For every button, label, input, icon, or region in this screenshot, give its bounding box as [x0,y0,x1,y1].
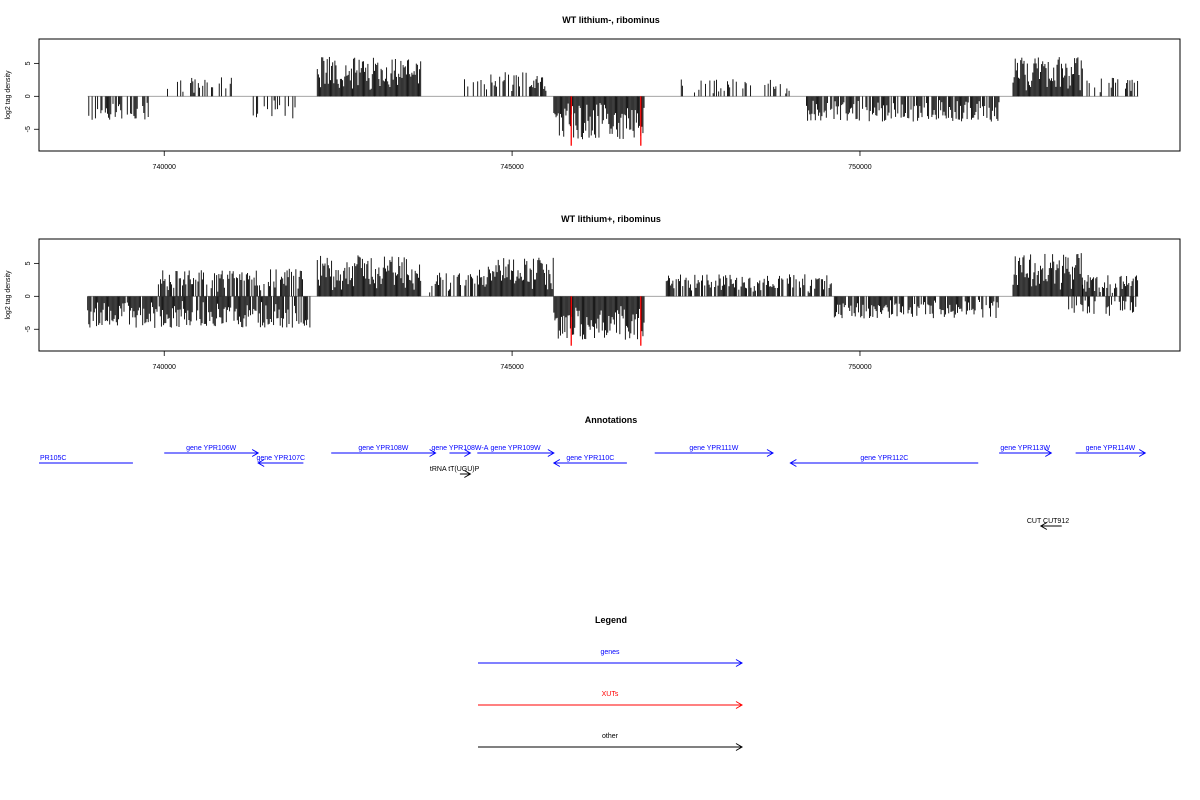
annotation-arrowhead [552,459,561,467]
track-1-y-axis-label: log2 tag density [5,70,12,120]
legend-items: genes XUTs other [478,649,743,751]
track-1-axes: 740000 745000 750000 -5 0 5 [25,61,872,171]
legend-title: Legend [595,615,627,625]
x-tick-label: 740000 [153,364,176,371]
annotation-arrowhead [464,449,472,457]
annotation-label: CUT CUT912 [1027,518,1069,525]
x-tick-label: 740000 [153,164,176,171]
x-tick-label: 745000 [500,164,523,171]
annotation-label: gene YPR108W-A [431,445,488,452]
legend-panel: Legend genes XUTs other [478,615,743,751]
y-tick-label: -5 [25,326,32,332]
track-2-plot-frame [38,238,1181,352]
track-1-bars [87,56,1139,146]
annotation-arrowhead [464,470,472,478]
legend-arrowhead [735,659,743,667]
annotation-label: gene YPR113W [1000,445,1050,452]
annotations-panel: Annotations PR105C gene YPR106W gene YPR10… [39,415,1147,530]
annotation-label: gene YPR107C [257,455,306,462]
track-panel-1: WT lithium-, ribominus log2 tag density … [5,15,1181,171]
annotation-arrowhead [1039,522,1048,530]
annotation-label: gene YPR106W [186,445,236,452]
y-tick-label: 0 [25,94,32,98]
track-1-plot-frame [38,38,1181,152]
x-tick-label: 745000 [500,364,523,371]
track-1-title: WT lithium-, ribominus [562,15,660,25]
track-2-title: WT lithium+, ribominus [561,214,661,224]
track-2-y-axis-label: log2 tag density [5,270,12,320]
annotation-label: gene YPR109W [491,445,541,452]
x-tick-label: 750000 [848,364,871,371]
legend-arrowhead [735,743,743,751]
annotation-arrowhead [257,459,265,467]
y-tick-label: 5 [25,61,32,65]
annotation-label: gene YPR110C [566,455,614,462]
annotation-label: gene YPR114W [1086,445,1136,452]
annotation-label: gene YPR112C [860,455,908,462]
annotation-label: tRNA tT(UGU)P [430,466,480,473]
annotation-arrowhead [251,449,260,457]
annotation-label: PR105C [40,455,66,462]
legend-label: XUTs [602,691,619,698]
y-tick-label: -5 [25,126,32,132]
annotation-arrowhead [429,449,437,457]
annotation-arrowhead [547,449,555,457]
annotation-arrowhead [1045,449,1053,457]
track-panel-2: WT lithium+, ribominus log2 tag density … [5,214,1181,371]
annotation-arrowhead [789,459,797,467]
track-2-bars [87,253,1139,346]
x-tick-label: 750000 [848,164,871,171]
annotations-title: Annotations [585,415,638,425]
y-tick-label: 5 [25,261,32,265]
annotation-arrowhead [1138,449,1147,457]
legend-label: other [602,733,619,740]
track-2-axes: 740000 745000 750000 -5 0 5 [25,261,872,371]
annotation-arrowhead [766,449,774,457]
annotation-label: gene YPR111W [689,445,738,452]
legend-arrowhead [735,701,743,709]
legend-label: genes [600,649,620,656]
y-tick-label: 0 [25,294,32,298]
annotation-label: gene YPR108W [358,445,408,452]
annotation-features: PR105C gene YPR106W gene YPR107C gene YPR10… [39,445,1147,530]
